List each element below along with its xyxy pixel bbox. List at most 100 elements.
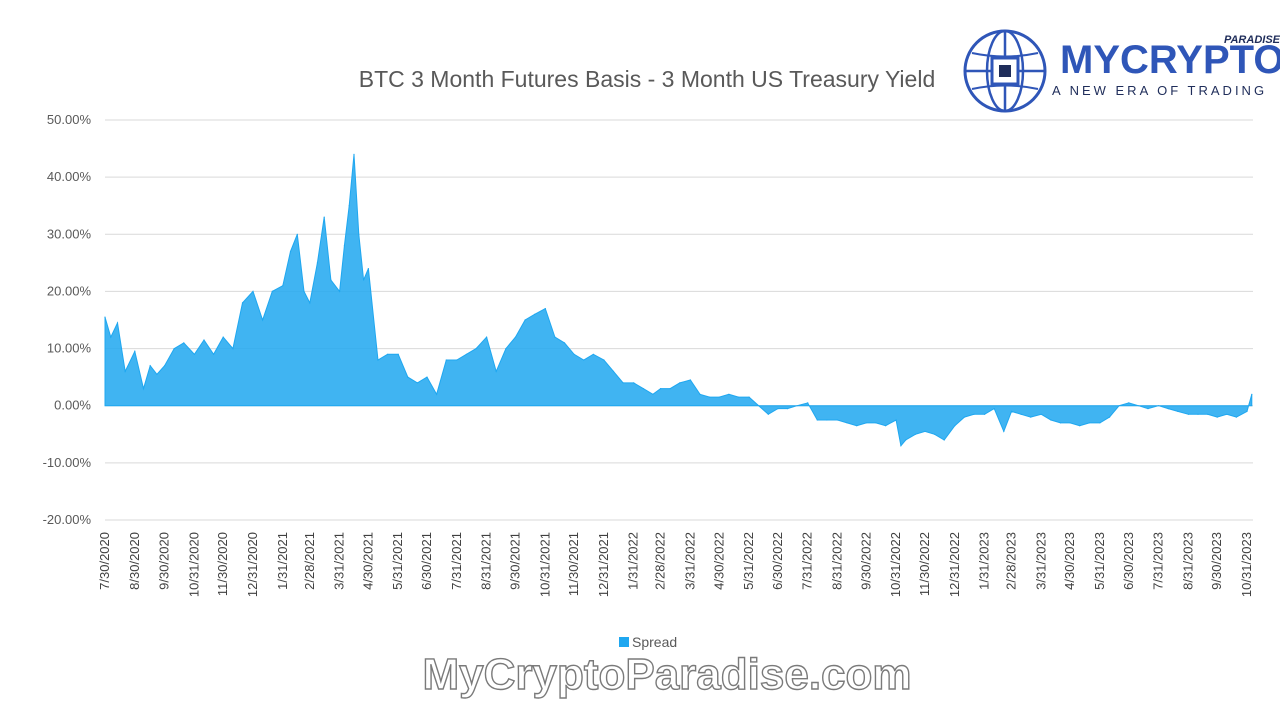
x-tick-label: 10/31/2022 — [888, 532, 903, 597]
x-tick-label: 11/30/2021 — [566, 532, 581, 596]
data-point — [679, 382, 681, 384]
x-tick-label: 8/31/2023 — [1180, 532, 1195, 590]
data-point — [1079, 425, 1081, 427]
x-tick-label: 5/31/2022 — [741, 532, 756, 590]
logo-wordmark: MYCRYPTO — [1060, 38, 1280, 82]
data-point — [993, 408, 995, 410]
data-point — [612, 370, 615, 372]
x-tick-label: 6/30/2021 — [419, 532, 434, 590]
data-point — [1216, 416, 1218, 418]
data-point — [1088, 422, 1090, 424]
y-tick-label: 20.00% — [47, 283, 92, 298]
x-tick-label: 9/30/2021 — [507, 532, 522, 590]
brand-logo: PARADISE MYCRYPTO A NEW ERA OF TRADING — [962, 28, 1280, 114]
y-tick-label: -10.00% — [43, 455, 92, 470]
data-point — [303, 290, 305, 292]
data-point — [241, 302, 244, 304]
data-point — [689, 379, 692, 381]
data-point — [1050, 419, 1052, 421]
data-point — [709, 396, 711, 398]
y-tick-label: -20.00% — [43, 512, 92, 527]
data-point — [856, 425, 858, 427]
data-point — [633, 382, 635, 384]
data-point — [816, 419, 818, 421]
x-tick-label: 4/30/2023 — [1062, 532, 1077, 590]
data-point — [748, 396, 750, 398]
data-point — [110, 336, 112, 338]
chart-title: BTC 3 Month Futures Basis - 3 Month US T… — [358, 66, 936, 92]
globe-chip-icon — [963, 29, 1047, 113]
data-point — [505, 348, 507, 350]
x-tick-label: 9/30/2022 — [858, 532, 873, 590]
data-point — [282, 285, 284, 287]
data-point — [436, 393, 438, 395]
data-point — [954, 425, 956, 427]
data-point — [865, 422, 867, 424]
data-point — [183, 342, 185, 344]
data-point — [767, 413, 769, 415]
data-point — [514, 336, 517, 338]
data-point — [1118, 405, 1120, 407]
data-point — [1059, 422, 1062, 424]
data-point — [252, 290, 254, 292]
data-point — [426, 376, 428, 378]
data-point — [875, 422, 877, 424]
x-tick-label: 9/30/2020 — [157, 532, 172, 590]
data-point — [262, 319, 264, 321]
data-point — [134, 350, 136, 352]
data-point — [193, 353, 195, 355]
data-point — [984, 413, 986, 415]
logo-subword: PARADISE — [1223, 34, 1280, 46]
data-point — [465, 353, 467, 355]
data-point — [846, 422, 848, 424]
data-point — [296, 233, 298, 235]
x-tick-label: 8/31/2022 — [829, 532, 844, 590]
x-tick-label: 1/31/2023 — [977, 532, 992, 590]
data-point — [534, 313, 536, 315]
x-tick-label: 2/28/2021 — [302, 532, 317, 590]
data-point — [934, 433, 936, 435]
data-point — [737, 396, 740, 398]
y-tick-label: 40.00% — [47, 169, 92, 184]
data-point — [924, 430, 926, 432]
data-point — [348, 205, 350, 207]
data-point — [232, 348, 234, 350]
watermark-text: MyCryptoParadise.com — [422, 649, 912, 699]
data-point — [943, 439, 945, 441]
data-point — [699, 393, 701, 395]
data-point — [124, 370, 126, 372]
data-point — [796, 405, 798, 407]
data-point — [289, 250, 292, 252]
x-tick-label: 5/31/2023 — [1092, 532, 1107, 590]
data-point — [339, 290, 341, 292]
data-point — [583, 359, 585, 361]
data-point — [895, 419, 897, 421]
data-point — [486, 336, 488, 338]
legend-swatch — [619, 637, 629, 647]
data-point — [1158, 405, 1160, 407]
data-point — [353, 153, 355, 155]
x-tick-label: 11/30/2022 — [917, 532, 932, 596]
x-axis-ticks: 7/30/2020 8/30/2020 9/30/2020 10/31/2020 11/… — [97, 532, 1254, 597]
data-point — [271, 290, 273, 292]
x-tick-label: 7/31/2021 — [449, 532, 464, 590]
data-point — [905, 439, 907, 441]
data-point — [173, 348, 175, 350]
data-point — [1147, 408, 1149, 410]
x-tick-label: 8/31/2021 — [479, 532, 494, 590]
data-point — [900, 445, 902, 447]
data-point — [156, 373, 158, 375]
data-point — [363, 279, 365, 281]
data-point — [1030, 416, 1032, 418]
x-tick-label: 7/31/2022 — [800, 532, 815, 590]
data-point — [387, 353, 389, 355]
data-point — [836, 419, 839, 421]
y-tick-label: 0.00% — [54, 398, 91, 413]
x-tick-label: 10/31/2020 — [186, 532, 201, 597]
data-point — [104, 316, 106, 318]
x-tick-label: 3/31/2023 — [1033, 532, 1048, 590]
x-tick-label: 2/28/2022 — [653, 532, 668, 590]
data-point — [1010, 410, 1013, 412]
x-tick-label: 6/30/2022 — [770, 532, 785, 590]
